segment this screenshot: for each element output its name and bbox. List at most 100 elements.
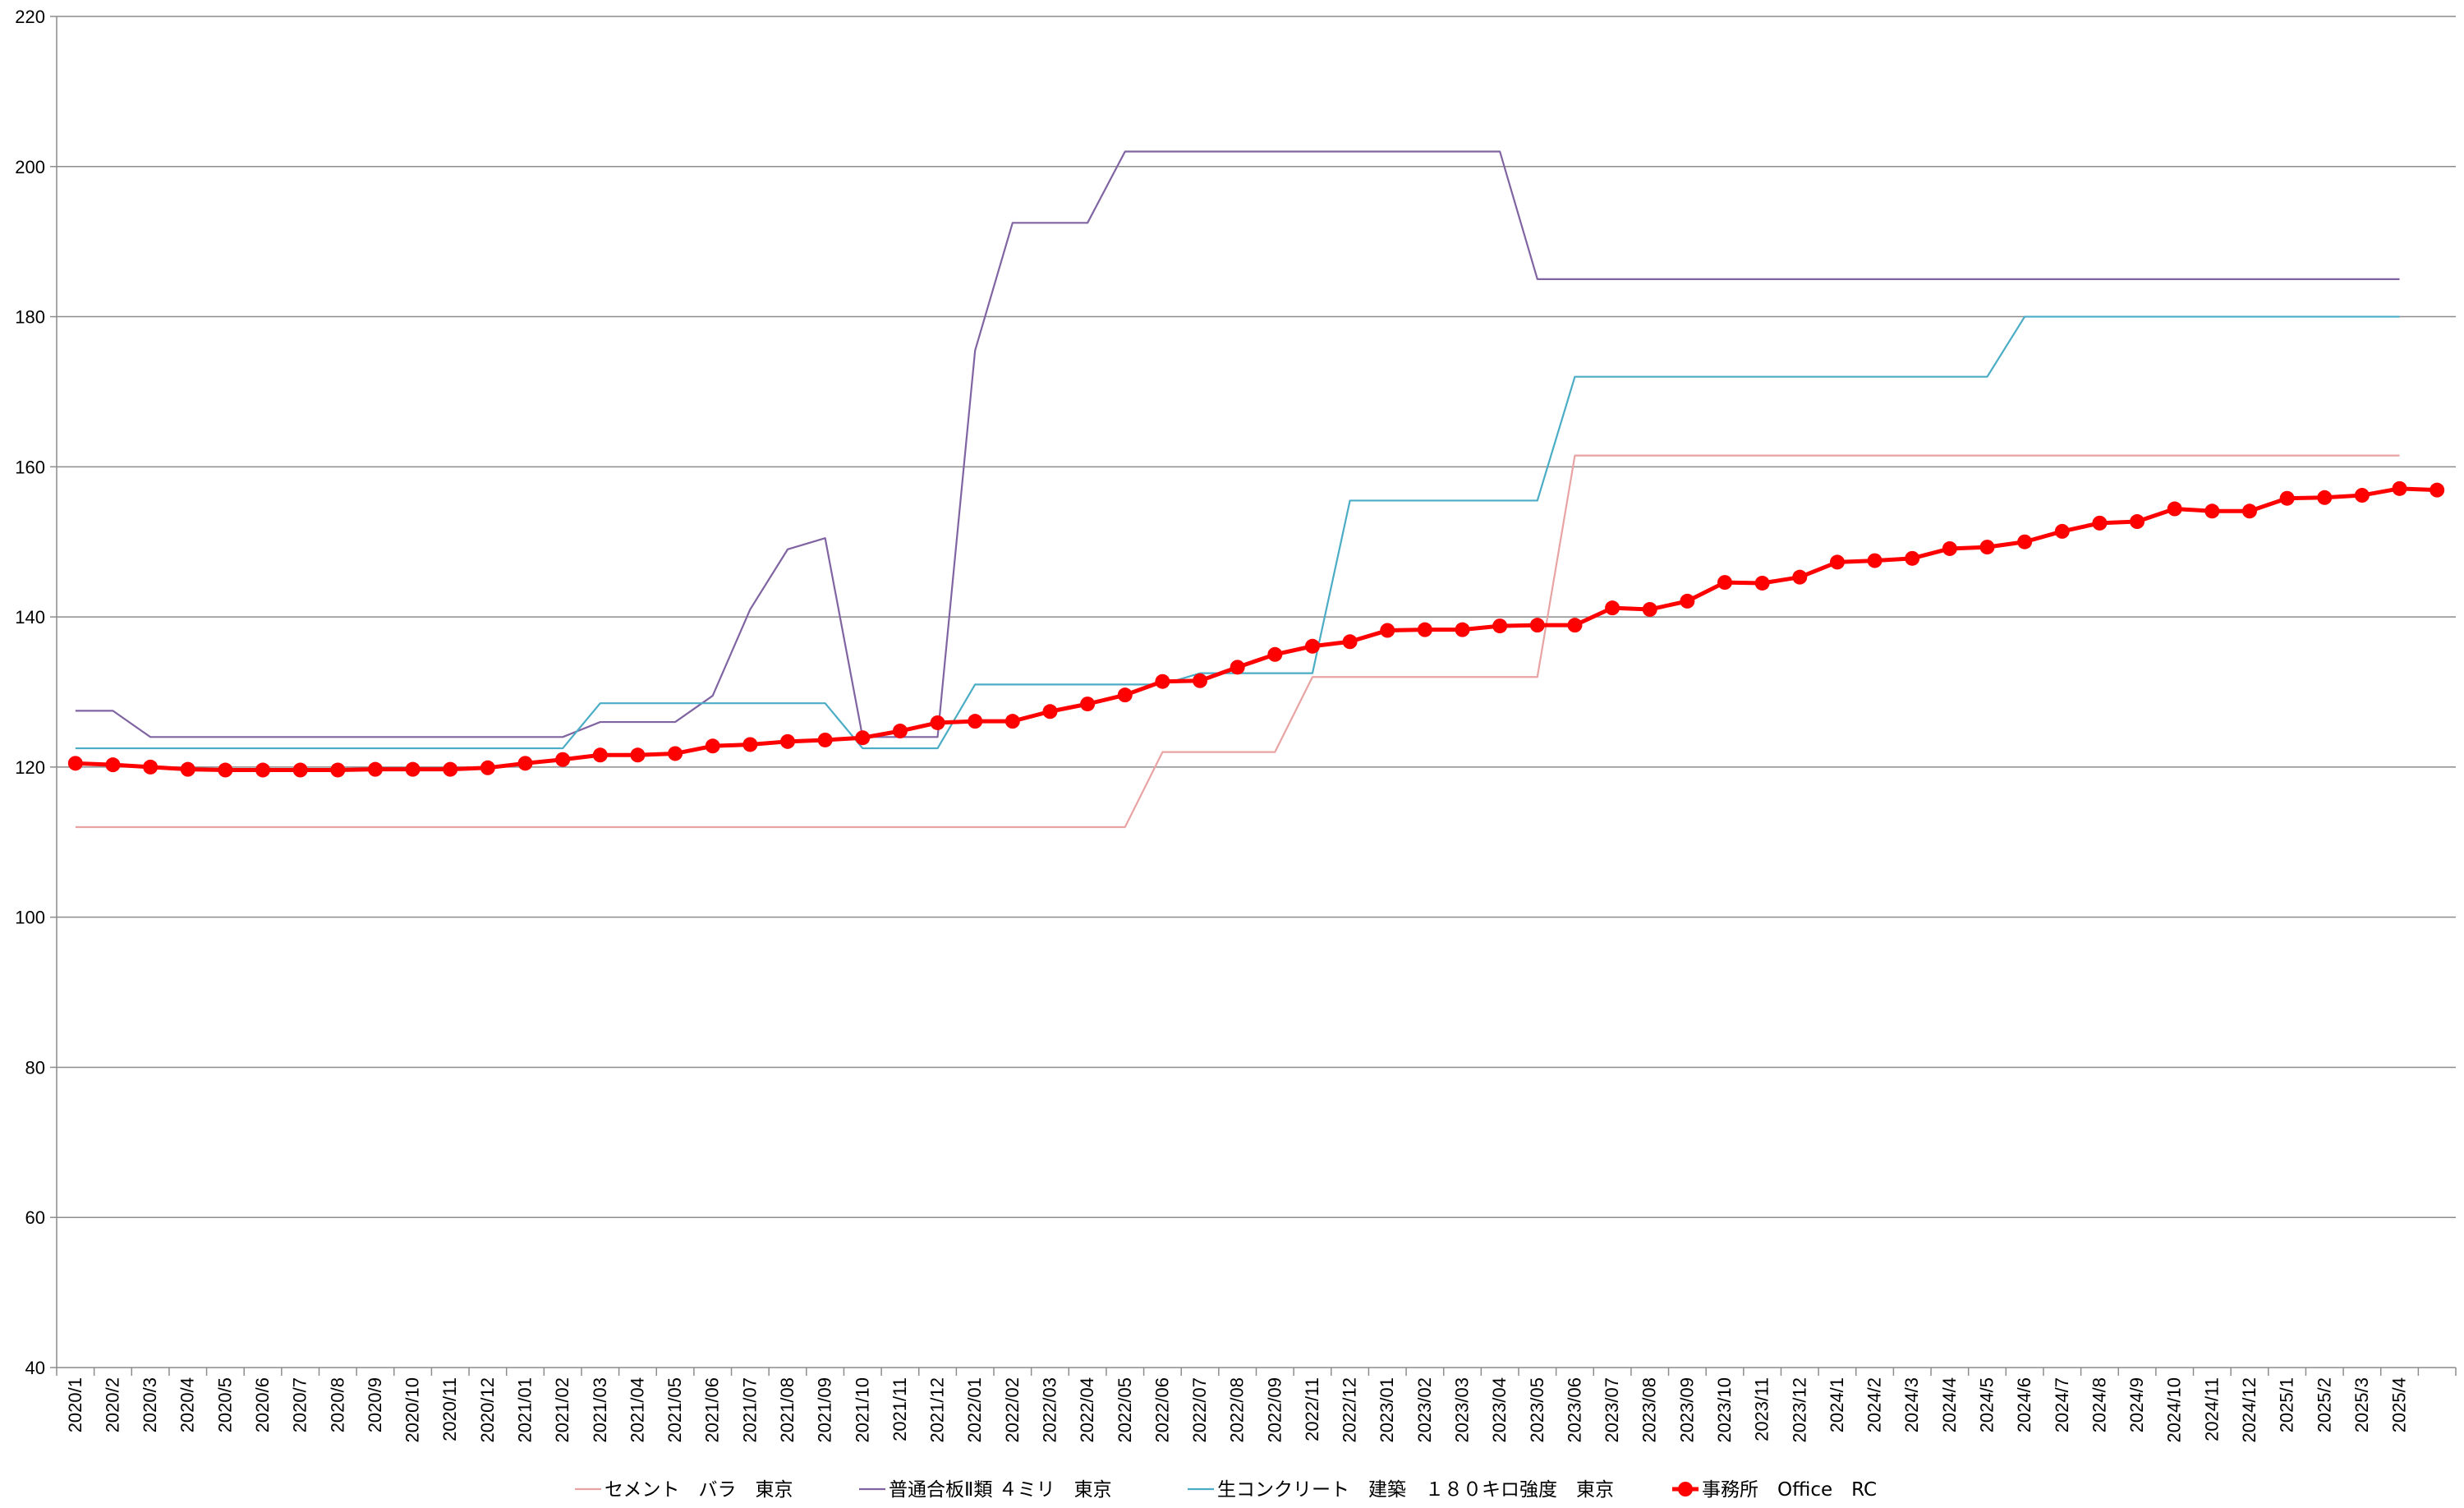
data-point: [1080, 697, 1096, 712]
data-point: [592, 747, 608, 763]
y-tick-label: 160: [15, 457, 45, 477]
data-point: [1905, 550, 1920, 566]
data-point: [1942, 540, 1957, 556]
data-point: [1417, 622, 1432, 637]
data-point: [1867, 553, 1882, 568]
x-tick-label: 2020/1: [65, 1377, 85, 1432]
x-tick-label: 2025/2: [2314, 1377, 2334, 1432]
data-point: [1979, 540, 1995, 555]
x-tick-label: 2023/11: [1752, 1377, 1772, 1441]
x-tick-label: 2025/3: [2351, 1377, 2372, 1432]
data-point: [1117, 687, 1133, 703]
x-tick-label: 2023/08: [1639, 1377, 1660, 1443]
data-point: [2279, 490, 2295, 506]
data-point: [817, 732, 833, 747]
data-point: [2092, 515, 2108, 531]
data-point: [2241, 503, 2257, 519]
data-point: [705, 738, 720, 754]
y-tick-label: 120: [15, 757, 45, 778]
data-point: [480, 760, 495, 775]
data-point: [405, 761, 421, 777]
data-point: [668, 746, 683, 761]
data-point: [2392, 480, 2407, 496]
legend-item-2: 普通合板Ⅱ類 ４ミリ 東京: [859, 1479, 1112, 1501]
data-point: [1380, 623, 1395, 638]
data-point: [517, 756, 533, 771]
data-point: [1680, 593, 1695, 609]
data-point: [930, 715, 945, 730]
data-point: [2054, 523, 2070, 539]
y-tick-label: 80: [25, 1057, 45, 1078]
data-point: [292, 762, 308, 778]
x-tick-label: 2023/09: [1676, 1377, 1697, 1443]
legend: セメント バラ 東京 普通合板Ⅱ類 ４ミリ 東京 生コンクリート 建築 １８０キロ強…: [575, 1479, 1877, 1501]
x-tick-label: 2020/10: [402, 1377, 423, 1443]
legend-label: 事務所 Office RC: [1702, 1479, 1877, 1501]
series-line: [75, 486, 2438, 773]
data-point: [1230, 660, 1245, 675]
data-point: [2017, 534, 2033, 549]
data-point: [855, 730, 871, 746]
y-tick-label: 100: [15, 908, 45, 928]
x-tick-label: 2023/07: [1602, 1377, 1622, 1443]
x-tick-label: 2024/10: [2164, 1377, 2185, 1443]
x-tick-label: 2022/12: [1340, 1377, 1360, 1443]
x-tick-label: 2023/02: [1414, 1377, 1435, 1443]
data-point: [2354, 488, 2370, 503]
x-tick-label: 2023/06: [1564, 1377, 1584, 1443]
data-point: [443, 761, 458, 777]
x-tick-label: 2021/04: [627, 1377, 647, 1443]
x-tick-label: 2020/9: [365, 1377, 385, 1432]
x-tick-label: 2023/03: [1452, 1377, 1473, 1443]
x-tick-label: 2021/09: [815, 1377, 835, 1443]
x-tick-label: 2024/8: [2089, 1377, 2109, 1432]
x-tick-label: 2023/04: [1489, 1377, 1510, 1443]
data-point: [1492, 618, 1508, 634]
x-tick-label: 2021/06: [702, 1377, 723, 1443]
data-point: [2430, 482, 2445, 498]
data-point: [1567, 618, 1583, 633]
data-point: [255, 762, 271, 778]
data-point: [1529, 618, 1545, 633]
data-point: [180, 761, 195, 777]
series-line: [75, 454, 2400, 829]
x-tick-label: 2021/08: [777, 1377, 798, 1443]
y-axis-ticks: 40 60 80 100 120 140 160 180 200 220: [15, 7, 57, 1378]
data-point: [1792, 569, 1808, 585]
data-point: [2204, 503, 2220, 519]
axes: [56, 16, 2456, 1368]
x-tick-label: 2020/3: [140, 1377, 160, 1432]
data-point: [1042, 704, 1058, 720]
data-point: [1155, 674, 1170, 689]
data-point: [218, 762, 233, 778]
x-tick-label: 2022/04: [1077, 1377, 1097, 1443]
x-tick-label: 2021/03: [590, 1377, 610, 1443]
series-line: [75, 150, 2400, 738]
x-tick-label: 2024/9: [2126, 1377, 2147, 1432]
data-point: [1829, 554, 1845, 570]
x-tick-label: 2021/11: [890, 1377, 910, 1441]
x-tick-label: 2020/8: [327, 1377, 347, 1432]
x-tick-label: 2023/10: [1714, 1377, 1735, 1443]
x-tick-label: 2020/2: [102, 1377, 122, 1432]
series-lines: [67, 150, 2445, 829]
y-tick-label: 140: [15, 607, 45, 628]
x-tick-label: 2022/08: [1227, 1377, 1248, 1443]
series-1: [75, 454, 2400, 829]
data-point: [1304, 638, 1320, 654]
data-point: [1193, 673, 1208, 688]
data-point: [630, 747, 646, 763]
x-tick-label: 2022/07: [1189, 1377, 1210, 1443]
data-point: [2130, 514, 2145, 530]
data-point: [742, 737, 758, 752]
data-point: [330, 762, 346, 778]
x-tick-label: 2022/02: [1002, 1377, 1023, 1443]
series-2: [75, 150, 2400, 738]
x-tick-label: 2021/01: [515, 1377, 536, 1443]
x-tick-label: 2023/01: [1377, 1377, 1397, 1443]
data-point: [968, 714, 983, 729]
legend-label: 普通合板Ⅱ類 ４ミリ 東京: [889, 1479, 1112, 1501]
x-tick-label: 2020/4: [177, 1377, 198, 1432]
y-tick-label: 40: [25, 1358, 45, 1378]
data-point: [1004, 714, 1020, 729]
